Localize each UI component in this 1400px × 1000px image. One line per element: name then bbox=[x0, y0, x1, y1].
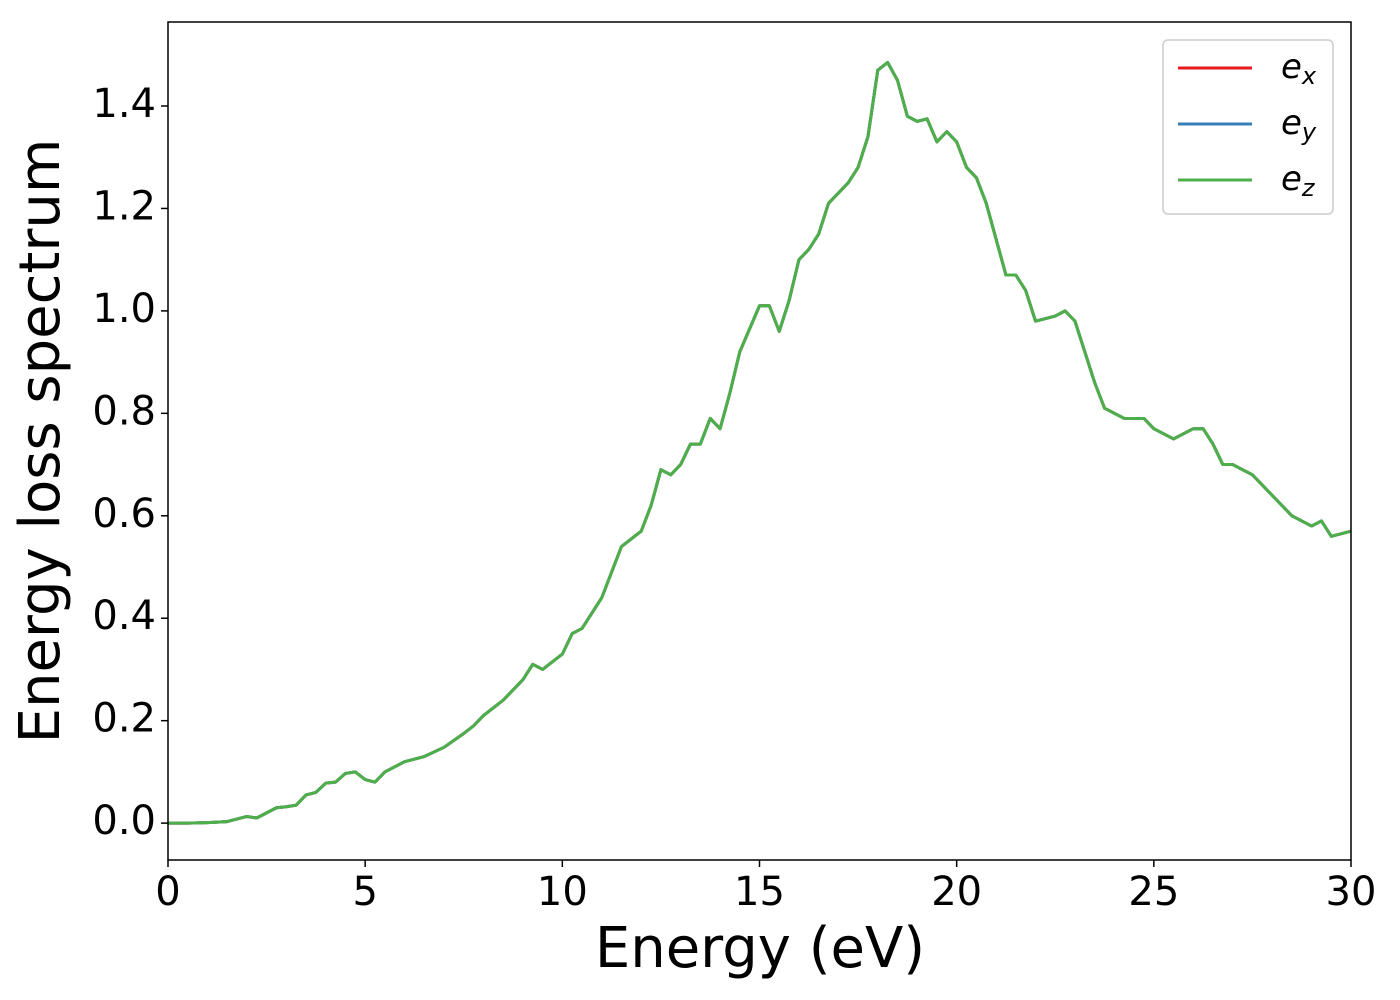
x-tick-label: 25 bbox=[1128, 869, 1179, 915]
legend-label: ey bbox=[1281, 103, 1317, 147]
x-tick-label: 20 bbox=[931, 869, 982, 915]
legend: ex ey ez bbox=[1162, 39, 1334, 215]
series-line bbox=[168, 60, 1352, 825]
x-tick-label: 0 bbox=[155, 869, 180, 915]
y-tick-label: 1.4 bbox=[92, 81, 156, 127]
y-tick-label: 0.8 bbox=[92, 388, 156, 434]
x-tick-label: 10 bbox=[537, 869, 588, 915]
y-tick-label: 0.6 bbox=[92, 491, 156, 537]
x-tick-label: 15 bbox=[734, 869, 785, 915]
legend-box bbox=[1162, 39, 1334, 215]
plot-frame bbox=[167, 21, 1352, 861]
x-axis-label: Energy (eV) bbox=[595, 916, 925, 981]
y-tick-label: 0.2 bbox=[92, 696, 156, 742]
y-axis-label: Energy loss spectrum bbox=[8, 139, 73, 744]
y-tick-label: 0.0 bbox=[92, 798, 156, 844]
legend-label: ex bbox=[1281, 47, 1317, 91]
x-tick-label: 30 bbox=[1326, 869, 1377, 915]
legend-label: ez bbox=[1281, 159, 1316, 203]
y-tick-label: 1.0 bbox=[92, 286, 156, 332]
y-tick-label: 1.2 bbox=[92, 183, 156, 229]
y-tick-label: 0.4 bbox=[92, 593, 156, 639]
x-tick-label: 5 bbox=[352, 869, 377, 915]
